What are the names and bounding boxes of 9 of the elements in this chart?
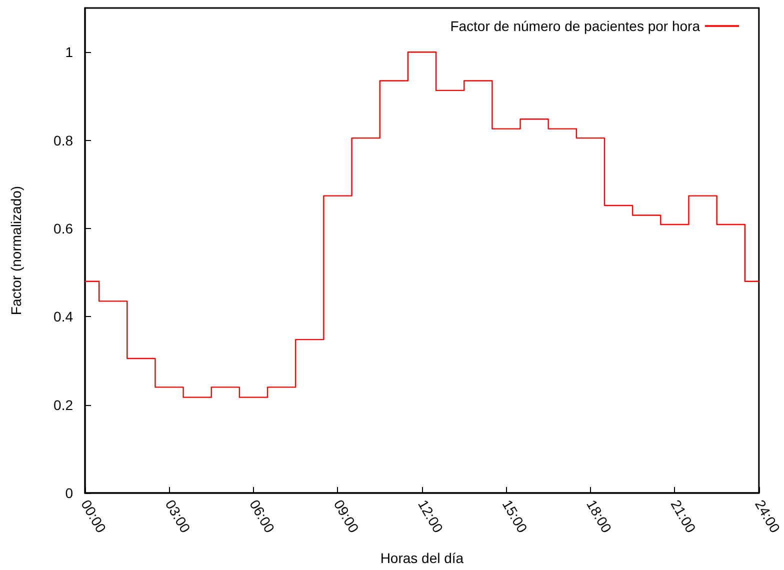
y-tick-label: 1 <box>65 44 74 60</box>
y-tick-label: 0 <box>65 485 74 501</box>
legend-label: Factor de número de pacientes por hora <box>450 18 700 34</box>
y-tick-label: 0.4 <box>54 308 74 325</box>
y-tick-label: 0.2 <box>54 396 74 413</box>
y-tick-label: 0.8 <box>54 132 74 148</box>
y-tick-label: 0.6 <box>54 220 74 236</box>
y-axis-title: Factor (normalizado) <box>8 186 24 316</box>
x-axis-title: Horas del día <box>380 550 464 566</box>
